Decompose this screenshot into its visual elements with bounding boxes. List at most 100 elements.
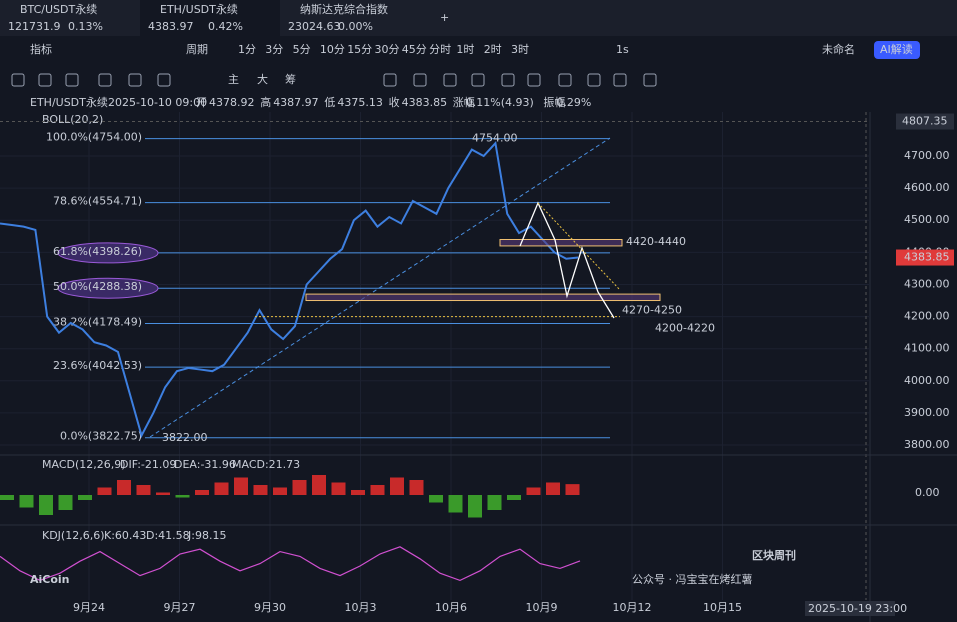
brand: AiCoin <box>30 573 70 586</box>
draw-tool[interactable]: 筹 <box>285 72 296 86</box>
kdj-label: KDJ(12,6,6) <box>42 529 105 542</box>
ai-btn-bg <box>874 41 920 59</box>
date-tag <box>805 601 895 616</box>
tool-icon[interactable] <box>38 73 52 87</box>
fib-highlight <box>57 277 159 299</box>
macd-bar <box>175 495 190 498</box>
macd-bar <box>468 495 482 518</box>
tool-icon[interactable] <box>413 73 427 87</box>
macd-bar <box>507 495 521 500</box>
seconds-btn[interactable]: 1s <box>616 43 629 56</box>
cursor-tag <box>896 113 954 130</box>
tab-add: + <box>440 11 449 24</box>
y-tick-label: 4100.00 <box>904 342 950 355</box>
period-btn[interactable]: 周期 <box>186 43 208 56</box>
y-tick-label: 4200.00 <box>904 310 950 323</box>
macd-value: MACD:21.73 <box>232 458 300 471</box>
tab-change: 0.00% <box>338 20 373 33</box>
macd-bar <box>97 487 112 495</box>
tool-icon[interactable] <box>643 73 657 87</box>
kdj-d: D:41.58 <box>146 529 190 542</box>
fib-label: 100.0%(4754.00) <box>46 131 142 144</box>
macd-bar <box>273 487 287 495</box>
kdj-k: K:60.43 <box>104 529 146 542</box>
tool-icon[interactable] <box>558 73 572 87</box>
interval-btn[interactable]: 5分 <box>293 43 311 56</box>
tab-price: 121731.9 <box>8 20 61 33</box>
y-tick-label: 4300.00 <box>904 277 950 290</box>
interval-btn[interactable]: 1时 <box>456 43 474 56</box>
x-tick-label: 9月27 <box>164 601 196 614</box>
tool-icon[interactable] <box>613 73 627 87</box>
y-tick-label: 4500.00 <box>904 213 950 226</box>
tool-icon[interactable] <box>128 73 142 87</box>
info-field: 4387.97 <box>273 96 319 109</box>
tab-price: 4383.97 <box>148 20 194 33</box>
target-label: 4200-4220 <box>655 322 715 335</box>
zone <box>499 239 623 247</box>
x-tick-label: 10月12 <box>613 601 652 614</box>
interval-btn[interactable]: 1分 <box>238 43 256 56</box>
tool-icon[interactable] <box>11 73 25 87</box>
fib-label: 0.0%(3822.75) <box>60 430 142 443</box>
ai-btn[interactable]: AI解读 <box>880 42 913 56</box>
info-field: 开 <box>196 96 207 109</box>
fib-label: 23.6%(4042.53) <box>53 359 142 372</box>
interval-btn[interactable]: 分时 <box>429 43 451 56</box>
tool-icon[interactable] <box>501 73 515 87</box>
zone-label: 4270-4250 <box>622 304 682 317</box>
info-field: 涨幅 <box>453 96 475 109</box>
info-field: 收 <box>389 95 400 109</box>
tool-icon[interactable] <box>157 73 171 87</box>
tool-icon[interactable] <box>65 73 79 87</box>
cursor-date: 2025-10-19 23:00 <box>808 602 907 615</box>
x-tick-label: 10月15 <box>703 601 742 614</box>
tab-symbol[interactable]: BTC/USDT永续 <box>20 2 97 16</box>
macd-bar <box>214 482 229 495</box>
indicator-btn[interactable]: 指标 <box>30 42 52 56</box>
tool-icon[interactable] <box>443 73 457 87</box>
x-tick-label: 10月9 <box>526 601 558 614</box>
macd-bar <box>136 485 151 495</box>
tool-icon[interactable] <box>471 73 485 87</box>
interval-btn[interactable]: 15分 <box>347 43 372 56</box>
info-field: 振幅 <box>543 95 565 109</box>
interval-btn[interactable]: 10分 <box>320 43 345 56</box>
macd-bar <box>448 495 463 513</box>
kdj-line <box>0 546 581 582</box>
macd-bar <box>351 490 365 495</box>
fib-highlight <box>57 242 159 264</box>
x-tick-label: 9月30 <box>254 601 286 614</box>
price-tag <box>896 249 954 266</box>
info-field: 4375.13 <box>337 96 383 109</box>
price-tag-label: 4383.85 <box>904 251 950 264</box>
tool-icon[interactable] <box>383 73 397 87</box>
interval-btn[interactable]: 45分 <box>402 43 427 56</box>
layout-name[interactable]: 未命名 <box>822 42 855 56</box>
y-tick-label: 3900.00 <box>904 406 950 419</box>
macd-bar <box>370 485 385 495</box>
tool-icon[interactable] <box>98 73 112 87</box>
interval-btn[interactable]: 3时 <box>511 43 529 56</box>
y-tick-label: 4700.00 <box>904 149 950 162</box>
tab-price: 23024.63 <box>288 20 341 33</box>
tab-symbol[interactable]: ETH/USDT永续 <box>160 2 238 16</box>
fib-label: 61.8%(4398.26) <box>53 245 142 258</box>
info-time: 2025-10-10 09:00 <box>108 96 207 109</box>
tab-symbol[interactable]: 纳斯达克综合指数 <box>300 2 388 16</box>
interval-btn[interactable]: 2时 <box>484 43 502 56</box>
draw-tool[interactable]: 大 <box>257 72 268 86</box>
macd-bar <box>292 480 307 495</box>
macd-bar <box>546 482 560 495</box>
info-field: 高 <box>260 95 271 109</box>
interval-btn[interactable]: 3分 <box>265 43 283 56</box>
macd-label: MACD(12,26,9) <box>42 458 126 471</box>
tool-icon[interactable] <box>527 73 541 87</box>
interval-btn[interactable]: 30分 <box>375 43 400 56</box>
tool-icon[interactable] <box>587 73 601 87</box>
macd-bar <box>156 492 170 495</box>
draw-tool[interactable]: 主 <box>228 73 239 86</box>
tab-active <box>140 0 280 36</box>
macd-dif: DIF:-21.09 <box>120 458 176 471</box>
macd-bar <box>526 487 541 495</box>
